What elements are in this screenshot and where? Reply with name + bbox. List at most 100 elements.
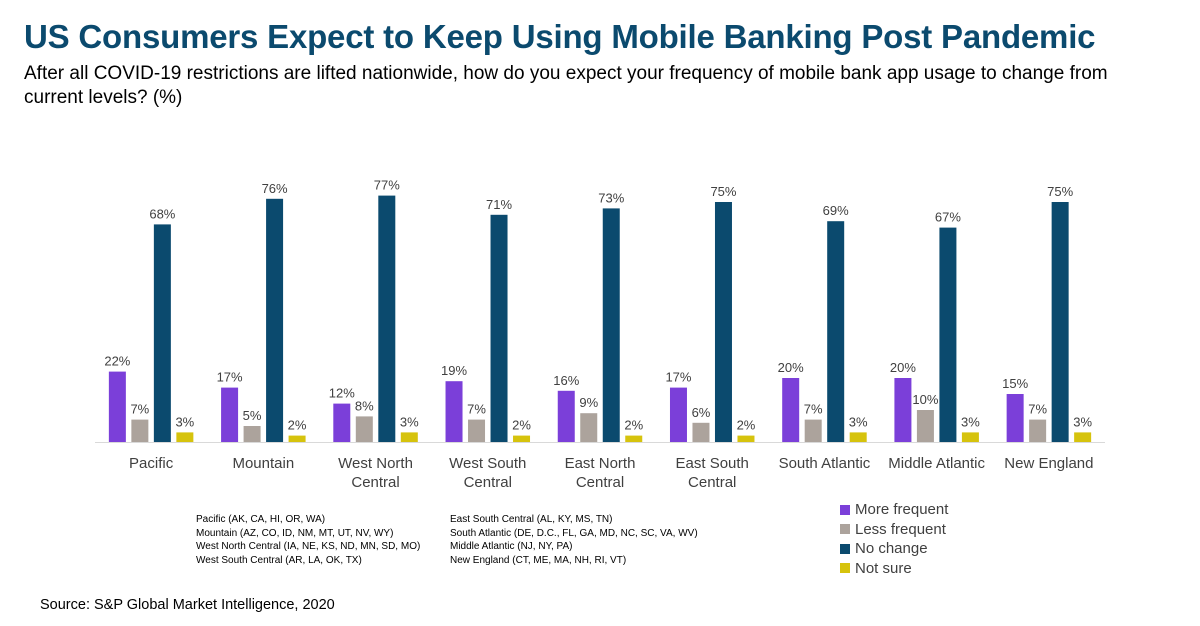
legend-item-more-frequent: More frequent (840, 500, 948, 520)
bar (804, 419, 822, 442)
bar (243, 426, 261, 442)
category-label: Middle Atlantic (888, 455, 985, 472)
region-note: West South Central (AR, LA, OK, TX) (196, 554, 362, 566)
data-label: 3% (1073, 414, 1092, 429)
region-note: Pacific (AK, CA, HI, OR, WA) (196, 514, 326, 525)
bar (355, 416, 373, 442)
category-label: East North (565, 455, 636, 472)
data-label: 5% (243, 408, 262, 423)
bar (445, 381, 463, 442)
bar (490, 214, 508, 442)
legend-label: Less frequent (855, 520, 946, 538)
data-label: 9% (579, 395, 598, 410)
bar (827, 221, 845, 442)
data-label: 3% (849, 414, 868, 429)
bar (669, 387, 687, 442)
data-label: 7% (130, 402, 149, 417)
bar (108, 371, 126, 442)
bar (782, 378, 800, 442)
category-label: Central (464, 474, 512, 491)
legend-label: No change (855, 540, 928, 558)
chart-title: US Consumers Expect to Keep Using Mobile… (24, 18, 1096, 55)
data-label: 8% (355, 398, 374, 413)
bar (288, 435, 306, 442)
legend-swatch (840, 563, 850, 574)
data-label: 20% (778, 360, 804, 375)
bar (221, 387, 239, 442)
region-note: West North Central (IA, NE, KS, ND, MN, … (196, 541, 421, 552)
region-note: East South Central (AL, KY, MS, TN) (450, 514, 613, 525)
legend-swatch (840, 524, 850, 535)
category-label: Pacific (129, 455, 174, 472)
data-label: 17% (665, 370, 691, 385)
data-label: 77% (374, 178, 400, 193)
category-label: New England (1004, 455, 1093, 472)
bar (737, 435, 755, 442)
bar (266, 198, 284, 442)
region-note: New England (CT, ME, MA, NH, RI, VT) (450, 554, 627, 566)
data-label: 69% (823, 203, 849, 218)
data-label: 68% (149, 206, 175, 221)
legend-label: Not sure (855, 559, 912, 577)
bar (378, 195, 396, 442)
bar (916, 410, 934, 442)
category-label: West North (338, 455, 413, 472)
category-label: Mountain (232, 455, 294, 472)
data-label: 17% (217, 370, 243, 385)
category-label: Central (576, 474, 624, 491)
legend-item-not-sure: Not sure (840, 559, 948, 579)
bar-chart: 22% 7% 68% 3% Pacific 17% 5% 76% 2% Mountain 12%8%… (95, 178, 1105, 491)
data-label: 3% (175, 414, 194, 429)
data-label: 76% (262, 181, 288, 196)
bar (849, 432, 867, 442)
data-label: 2% (288, 418, 307, 433)
data-label: 2% (624, 418, 643, 433)
data-label: 71% (486, 197, 512, 212)
data-label: 75% (710, 184, 736, 199)
bar (1074, 432, 1092, 442)
bar (692, 422, 710, 442)
legend-item-less-frequent: Less frequent (840, 520, 948, 540)
bar (580, 413, 598, 442)
region-note: South Atlantic (DE, D.C., FL, GA, MD, NC… (450, 527, 698, 539)
data-label: 19% (441, 363, 467, 378)
region-notes-left: Pacific (AK, CA, HI, OR, WA) Mountain (A… (196, 513, 420, 567)
data-label: 73% (598, 190, 624, 205)
data-label: 2% (512, 418, 531, 433)
region-note: Middle Atlantic (NJ, NY, PA) (450, 541, 573, 552)
bar (468, 419, 486, 442)
data-label: 3% (400, 414, 419, 429)
bar (894, 378, 912, 442)
legend-swatch (840, 543, 850, 554)
data-label: 75% (1047, 184, 1073, 199)
region-note: Mountain (AZ, CO, ID, NM, MT, UT, NV, WY… (196, 527, 394, 539)
bar (333, 403, 351, 442)
bar (153, 224, 171, 442)
category-label: Central (688, 474, 736, 491)
data-label: 12% (329, 386, 355, 401)
chart-legend: More frequent Less frequent No change No… (840, 500, 948, 578)
data-label: 16% (553, 373, 579, 388)
bar (1006, 394, 1024, 442)
data-label: 7% (1028, 402, 1047, 417)
category-label: Central (351, 474, 399, 491)
category-label: East South (676, 455, 749, 472)
legend-swatch (840, 504, 850, 515)
data-label: 2% (737, 418, 756, 433)
category-label: West South (449, 455, 526, 472)
chart-subtitle: After all COVID-19 restrictions are lift… (24, 63, 1108, 108)
bar (557, 390, 575, 442)
data-label: 20% (890, 360, 916, 375)
bar (961, 432, 979, 442)
bar (1029, 419, 1047, 442)
data-label: 22% (104, 354, 130, 369)
region-notes-right: East South Central (AL, KY, MS, TN) Sout… (450, 513, 698, 567)
data-label: 10% (912, 392, 938, 407)
bar (513, 435, 531, 442)
legend-label: More frequent (855, 501, 949, 519)
bar (400, 432, 418, 442)
bar (131, 419, 149, 442)
data-label: 67% (935, 210, 961, 225)
data-label: 15% (1002, 376, 1028, 391)
bar (176, 432, 194, 442)
